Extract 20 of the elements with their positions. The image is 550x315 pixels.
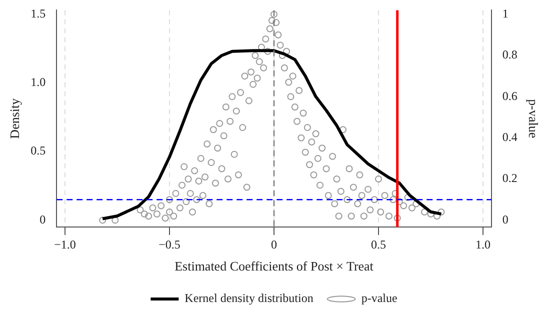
- y2-tick-label: 0: [502, 212, 508, 226]
- y2-axis-title: p-value: [526, 99, 541, 138]
- y2-tick-label: 0.6: [502, 88, 518, 103]
- x-tick-label: 1.0: [476, 237, 491, 252]
- y-tick-label: 1.0: [30, 75, 46, 90]
- y2-tick-label: 1: [502, 6, 508, 20]
- y2-tick-label: 0.4: [502, 130, 518, 144]
- y2-tick-label: 0.2: [502, 171, 518, 186]
- x-tick-label: 0: [271, 237, 277, 252]
- y-tick-label: 0: [40, 212, 46, 226]
- legend-label: Kernel density distribution: [184, 291, 314, 306]
- x-tick-label: −1.0: [54, 237, 76, 252]
- y-axis-title: Density: [7, 98, 22, 139]
- x-tick-label: 0.5: [371, 237, 386, 252]
- y-tick-label: 1.5: [30, 6, 46, 20]
- x-tick-label: −0.5: [158, 237, 180, 252]
- x-axis-title: Estimated Coefficients of Post × Treat: [174, 258, 374, 274]
- legend-label: p-value: [361, 291, 398, 306]
- y-tick-label: 0.5: [30, 144, 46, 158]
- y2-tick-label: 0.8: [502, 48, 518, 62]
